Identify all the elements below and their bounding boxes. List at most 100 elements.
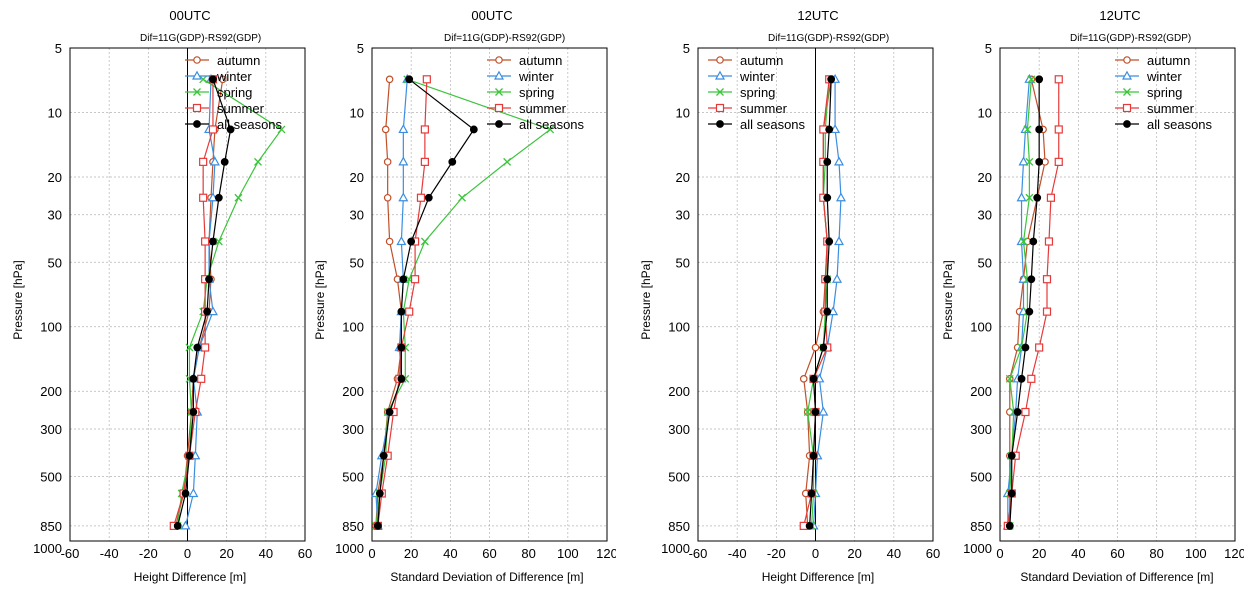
x-tick-label: 80 bbox=[1149, 546, 1163, 561]
data-point bbox=[398, 124, 409, 134]
data-point bbox=[199, 75, 208, 84]
data-point bbox=[383, 193, 392, 202]
series-autumn bbox=[372, 75, 406, 530]
y-axis-label: Pressure [hPa] bbox=[941, 260, 955, 340]
series-line bbox=[377, 78, 475, 526]
data-point bbox=[397, 343, 406, 352]
data-point bbox=[1042, 275, 1052, 284]
legend-label: winter bbox=[1146, 69, 1182, 84]
data-point bbox=[407, 237, 416, 246]
y-tick-label: 300 bbox=[668, 422, 690, 437]
data-point bbox=[1035, 75, 1044, 84]
x-tick-label: 120 bbox=[596, 546, 616, 561]
data-point bbox=[1054, 125, 1063, 134]
y-tick-label: 10 bbox=[48, 105, 62, 120]
data-point bbox=[818, 406, 829, 416]
data-point bbox=[799, 375, 808, 383]
x-tick-label: 100 bbox=[557, 546, 579, 561]
y-tick-label: 20 bbox=[350, 170, 364, 185]
data-point bbox=[188, 488, 199, 498]
data-point bbox=[1027, 75, 1036, 84]
data-point bbox=[373, 521, 382, 530]
chart-panel-4: 0 20 40 60 80 100 120 5 10 20 30 50 100 200 300 500 850 1… bbox=[930, 0, 1244, 593]
plot-frame bbox=[69, 47, 306, 542]
data-point bbox=[397, 307, 406, 316]
plot-frame bbox=[697, 47, 934, 542]
legend-label: all seasons bbox=[740, 117, 806, 132]
data-point bbox=[825, 237, 834, 246]
data-point bbox=[823, 307, 832, 316]
x-tick-label: 100 bbox=[1185, 546, 1207, 561]
y-tick-label: 20 bbox=[48, 170, 62, 185]
data-point bbox=[422, 75, 431, 84]
data-point bbox=[185, 343, 194, 352]
chart-subtitle: Dif=11G(GDP)-RS92(GDP) bbox=[1070, 33, 1192, 44]
data-point bbox=[1054, 75, 1063, 84]
data-point bbox=[203, 307, 211, 316]
data-point bbox=[201, 343, 210, 352]
y-tick-label: 10 bbox=[978, 105, 992, 120]
tick-labels: -60 -40 -20 0 20 40 60 5 10 20 30 50 100 200 300 500 850… bbox=[661, 41, 940, 561]
y-tick-label: 300 bbox=[970, 422, 992, 437]
legend-marker bbox=[494, 103, 504, 113]
data-point bbox=[201, 237, 210, 246]
chart-plot-4: 0 20 40 60 80 100 120 5 10 20 30 50 100 200 300 500 850 1… bbox=[963, 41, 1244, 561]
data-point bbox=[385, 237, 394, 246]
x-tick-label: -20 bbox=[767, 546, 786, 561]
data-point bbox=[1025, 307, 1034, 316]
data-point bbox=[207, 192, 218, 202]
x-axis-label: Height Difference [m] bbox=[761, 570, 875, 584]
data-point bbox=[811, 343, 820, 352]
x-axis-label: Standard Deviation of Difference [m] bbox=[390, 570, 584, 584]
y-tick-label: 20 bbox=[978, 170, 992, 185]
data-point bbox=[1007, 489, 1016, 498]
x-tick-label: -60 bbox=[61, 546, 80, 561]
x-tick-label: 80 bbox=[521, 546, 535, 561]
chart-panel-1: -60 -40 -20 0 20 40 60 5 10 20 30 50 100 200 300 500 850… bbox=[0, 0, 314, 593]
legend-marker bbox=[193, 120, 201, 128]
series-all-seasons bbox=[173, 75, 235, 530]
data-point bbox=[1035, 157, 1044, 166]
y-tick-label: 300 bbox=[342, 422, 364, 437]
data-point bbox=[189, 374, 198, 383]
series-all-seasons bbox=[805, 75, 836, 530]
data-point bbox=[218, 75, 227, 84]
y-tick-label: 1000 bbox=[963, 541, 992, 556]
data-point bbox=[823, 157, 832, 166]
data-point bbox=[1005, 374, 1014, 383]
legend-marker bbox=[493, 70, 505, 80]
x-tick-label: -40 bbox=[728, 546, 747, 561]
data-point bbox=[207, 306, 218, 316]
data-point bbox=[1013, 408, 1022, 416]
y-tick-label: 50 bbox=[978, 255, 992, 270]
data-point bbox=[398, 192, 409, 202]
data-point bbox=[234, 193, 243, 202]
y-tick-label: 1000 bbox=[661, 541, 690, 556]
y-tick-label: 50 bbox=[676, 255, 690, 270]
y-tick-label: 20 bbox=[676, 170, 690, 185]
data-point bbox=[208, 125, 218, 134]
legend-marker bbox=[716, 120, 724, 128]
data-point bbox=[226, 125, 235, 134]
data-point bbox=[1021, 407, 1030, 417]
data-point bbox=[1005, 521, 1014, 530]
legend-marker bbox=[716, 56, 724, 64]
x-tick-label: 60 bbox=[482, 546, 496, 561]
data-point bbox=[385, 408, 394, 416]
data-point bbox=[1054, 157, 1063, 166]
x-tick-label: 60 bbox=[926, 546, 940, 561]
data-point bbox=[420, 237, 429, 246]
x-tick-label: 0 bbox=[812, 546, 819, 561]
grid bbox=[372, 48, 607, 541]
data-point bbox=[1016, 192, 1027, 202]
legend-marker bbox=[715, 103, 725, 113]
data-point bbox=[811, 408, 820, 416]
legend-marker bbox=[495, 88, 503, 96]
data-point bbox=[185, 451, 194, 460]
x-tick-label: 40 bbox=[887, 546, 901, 561]
tick-labels: 0 20 40 60 80 100 120 5 10 20 30 50 100 200 300 500 850 1… bbox=[335, 41, 616, 561]
y-tick-label: 10 bbox=[676, 105, 690, 120]
legend-marker bbox=[1123, 120, 1131, 128]
